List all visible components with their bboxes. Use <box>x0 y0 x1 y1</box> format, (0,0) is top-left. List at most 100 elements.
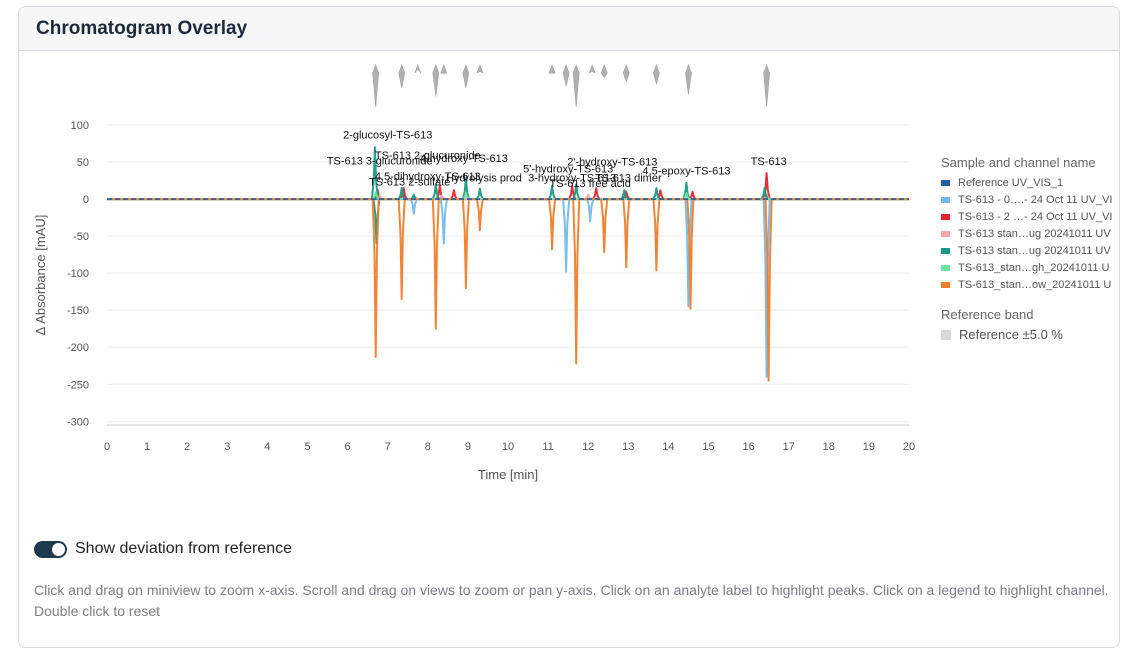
legend-title: Sample and channel name <box>941 155 1096 170</box>
miniview-peak <box>685 64 692 95</box>
legend-swatch <box>941 230 950 237</box>
series-line-6 <box>107 198 909 382</box>
analyte-label[interactable]: TS-613 2-sulfate <box>369 177 450 189</box>
y-tick-label: -200 <box>67 342 89 354</box>
x-tick-label: 18 <box>823 441 835 453</box>
legend-swatch <box>941 179 950 186</box>
legend-item-4[interactable]: TS-613 stan…ug 20241011 UV <box>941 242 1119 259</box>
x-tick-label: 12 <box>582 441 594 453</box>
analyte-label[interactable]: TS-613 <box>751 156 787 168</box>
legend: Sample and channel name Reference UV_VIS… <box>941 155 1119 343</box>
x-tick-label: 7 <box>385 441 391 453</box>
y-axis-label: Δ Absorbance [mAU] <box>33 215 48 336</box>
legend-item-1[interactable]: TS-613 - 0….- 24 Oct 11 UV_VI <box>941 191 1119 208</box>
analyte-label[interactable]: 5'-hydroxy-TS-613 <box>523 163 613 175</box>
y-tick-label: -300 <box>67 416 89 428</box>
miniview-peak <box>588 64 596 74</box>
legend-item-2[interactable]: TS-613 - 2 …- 24 Oct 11 UV_VI <box>941 208 1119 225</box>
analyte-label[interactable]: TS-613 free acid <box>550 178 631 190</box>
miniview-peak <box>763 64 770 108</box>
x-tick-label: 5 <box>304 441 310 453</box>
y-tick-label: 0 <box>83 194 89 206</box>
chromatogram-card: Chromatogram Overlay 100 50 0 -50 -100 -150 -2… <box>18 6 1120 648</box>
deviation-toggle-label: Show deviation from reference <box>75 540 292 557</box>
legend-item-label: TS-613 - 2 …- 24 Oct 11 UV_VI <box>958 210 1113 223</box>
x-tick-label: 14 <box>662 441 674 453</box>
y-tick-label: -250 <box>67 379 89 391</box>
reference-band-title: Reference band <box>941 307 1034 322</box>
y-tick-label: 50 <box>77 157 89 169</box>
analyte-label[interactable]: 4,5-epoxy-TS-613 <box>642 166 730 178</box>
usage-hint: Click and drag on miniview to zoom x-axi… <box>34 582 1109 619</box>
analyte-label[interactable]: TS-613 dimer <box>595 172 662 184</box>
legend-swatch <box>941 213 950 220</box>
miniview-peak <box>600 64 608 79</box>
miniview-peak <box>414 64 422 74</box>
x-tick-label: 8 <box>425 441 431 453</box>
analyte-label[interactable]: 4-hydroxy-TS-613 <box>420 153 508 165</box>
legend-item-reference-band[interactable]: Reference ±5.0 % <box>941 326 1119 343</box>
y-tick-label: -100 <box>67 268 89 280</box>
miniview-peak <box>548 64 556 74</box>
card-header: Chromatogram Overlay <box>19 7 1119 51</box>
y-tick-label: 100 <box>71 120 89 132</box>
analyte-label[interactable]: TS-613 3-glucuronide <box>327 155 433 167</box>
legend-item-5[interactable]: TS-613_stan…gh_20241011 U <box>941 259 1119 276</box>
legend-swatch <box>941 264 950 271</box>
reference-band-swatch <box>941 329 951 340</box>
legend-item-label: Reference UV_VIS_1 <box>958 176 1064 189</box>
x-tick-label: 13 <box>622 441 634 453</box>
x-tick-label: 11 <box>542 441 553 453</box>
x-tick-label: 16 <box>742 441 754 453</box>
legend-item-6[interactable]: TS-613_stan…ow_20241011 U <box>941 276 1119 293</box>
miniview-peak <box>476 64 484 74</box>
x-tick-label: 20 <box>903 441 915 453</box>
x-tick-label: 4 <box>264 441 270 453</box>
legend-item-label: TS-613 stan…ug 20241011 UV <box>958 244 1111 257</box>
toggle-knob <box>52 542 65 556</box>
series-line-1 <box>107 198 909 378</box>
miniview-peak <box>653 64 660 86</box>
y-tick-label: -50 <box>73 231 89 243</box>
x-tick-label: 10 <box>502 441 514 453</box>
legend-item-label: TS-613_stan…ow_20241011 U <box>958 278 1112 291</box>
x-axis-label: Time [min] <box>478 467 538 482</box>
y-tick-label: -150 <box>67 305 89 317</box>
x-tick-label: 3 <box>224 441 230 453</box>
miniview-peak <box>398 64 406 89</box>
miniview-peak <box>562 64 570 87</box>
legend-swatch <box>941 196 950 203</box>
miniview-peak <box>622 64 630 83</box>
legend-swatch <box>941 281 950 288</box>
x-tick-label: 19 <box>863 441 875 453</box>
x-tick-label: 2 <box>184 441 190 453</box>
miniview-peak <box>432 64 440 97</box>
legend-item-label: Reference ±5.0 % <box>959 327 1063 342</box>
miniview-peak <box>440 64 448 74</box>
miniview-peak <box>462 64 470 89</box>
legend-item-label: TS-613_stan…gh_20241011 U <box>958 261 1110 274</box>
x-tick-label: 0 <box>104 441 110 453</box>
analyte-label[interactable]: 4,5-dihydroxy-TS-613 <box>375 171 481 183</box>
x-tick-label: 6 <box>345 441 351 453</box>
x-tick-label: 9 <box>465 441 471 453</box>
deviation-toggle[interactable] <box>34 540 67 558</box>
analyte-label[interactable]: 2'-hydroxy-TS-613 <box>567 157 657 169</box>
series-line-5 <box>107 190 909 201</box>
deviation-toggle-row: Show deviation from reference <box>34 540 292 558</box>
legend-swatch <box>941 247 950 254</box>
card-title: Chromatogram Overlay <box>36 17 248 39</box>
analyte-label[interactable]: TS-613 2-glucuronide <box>375 150 481 162</box>
analyte-label[interactable]: 2-glucosyl-TS-613 <box>343 129 432 141</box>
analyte-label[interactable]: 3-hydroxy-TS-613 <box>528 172 616 184</box>
x-tick-label: 1 <box>144 441 150 453</box>
x-tick-label: 17 <box>783 441 795 453</box>
legend-item-label: TS-613 stan…ug 20241011 UV <box>958 227 1111 240</box>
legend-item-0[interactable]: Reference UV_VIS_1 <box>941 174 1119 191</box>
analyte-label[interactable]: Hydrolysis prod <box>446 172 522 184</box>
miniview-peak <box>572 64 580 108</box>
x-tick-label: 15 <box>702 441 714 453</box>
legend-item-3[interactable]: TS-613 stan…ug 20241011 UV <box>941 225 1119 242</box>
legend-item-label: TS-613 - 0….- 24 Oct 11 UV_VI <box>958 193 1113 206</box>
